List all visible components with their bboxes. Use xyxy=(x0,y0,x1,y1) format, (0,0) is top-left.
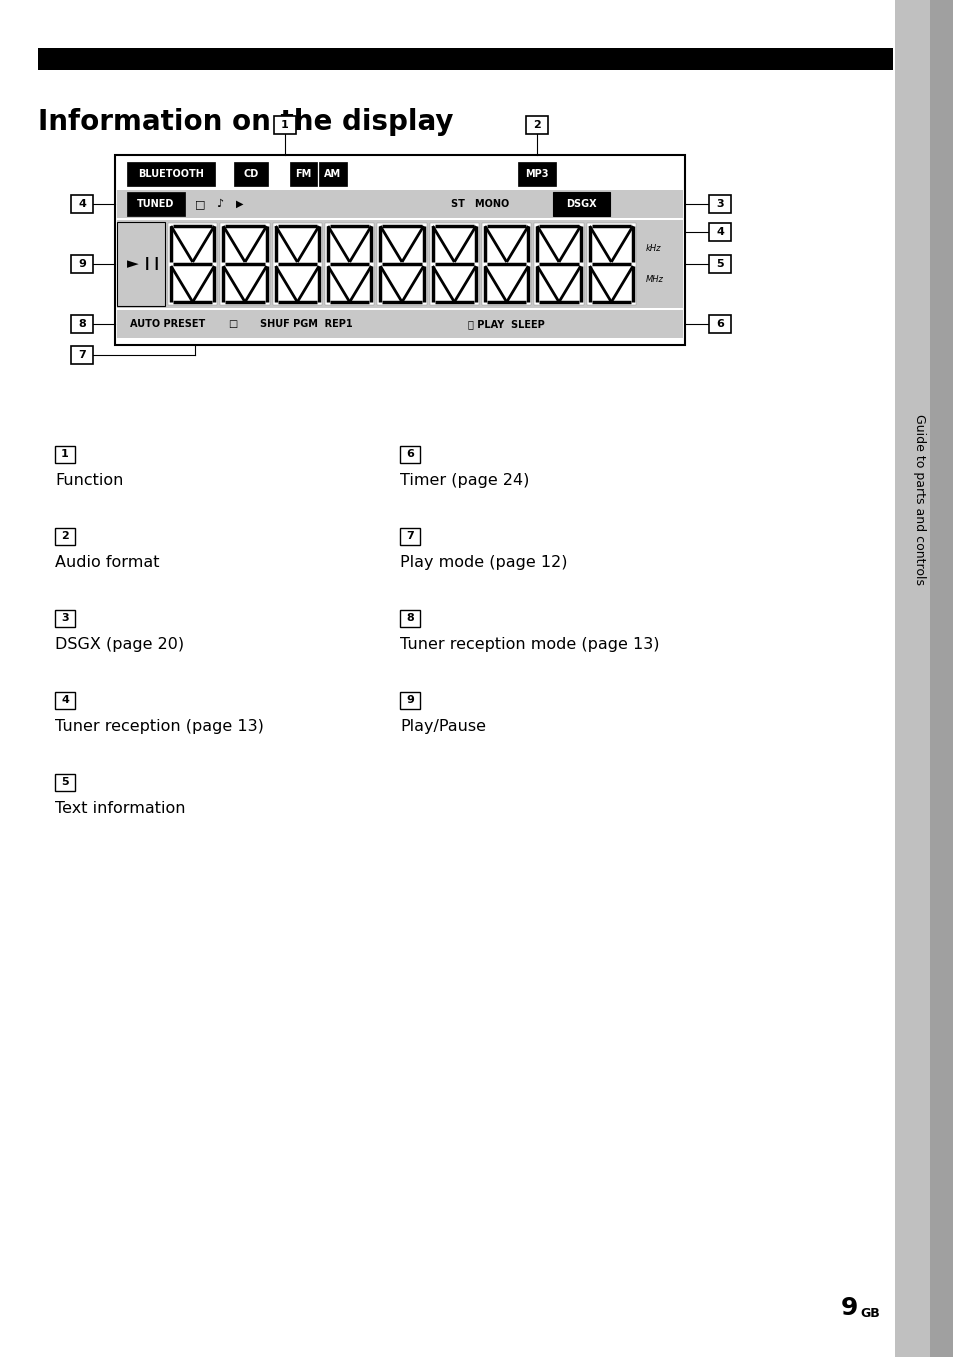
Text: CD: CD xyxy=(243,170,258,179)
Text: □: □ xyxy=(228,319,237,328)
Text: ❙❙: ❙❙ xyxy=(141,258,162,270)
Text: kHz: kHz xyxy=(645,244,660,252)
Text: 6: 6 xyxy=(716,319,723,328)
Text: DSGX (page 20): DSGX (page 20) xyxy=(55,636,184,651)
Bar xyxy=(929,0,953,1357)
Bar xyxy=(168,223,217,305)
Text: ⭘ PLAY  SLEEP: ⭘ PLAY SLEEP xyxy=(468,319,544,328)
Bar xyxy=(377,223,426,305)
Bar xyxy=(117,223,165,305)
Text: GB: GB xyxy=(859,1307,879,1320)
Text: □: □ xyxy=(194,199,205,209)
Text: Guide to parts and controls: Guide to parts and controls xyxy=(913,414,925,585)
Text: Play mode (page 12): Play mode (page 12) xyxy=(399,555,567,570)
Bar xyxy=(525,115,547,134)
Text: Play/Pause: Play/Pause xyxy=(399,719,485,734)
Text: MP3: MP3 xyxy=(525,170,548,179)
Text: Tuner reception (page 13): Tuner reception (page 13) xyxy=(55,719,264,734)
Bar xyxy=(399,445,419,463)
Bar xyxy=(553,191,609,216)
Bar xyxy=(71,315,92,332)
Text: ▶: ▶ xyxy=(236,199,244,209)
Bar xyxy=(708,315,730,332)
Text: 2: 2 xyxy=(533,119,540,130)
Text: 4: 4 xyxy=(61,695,69,706)
Bar xyxy=(55,773,75,791)
Text: 8: 8 xyxy=(406,613,414,623)
Bar xyxy=(894,0,953,1357)
Text: Function: Function xyxy=(55,474,123,489)
Text: FM: FM xyxy=(295,170,312,179)
Bar xyxy=(55,692,75,708)
Bar xyxy=(517,161,556,186)
Bar xyxy=(274,115,295,134)
Bar xyxy=(127,161,214,186)
Text: 1: 1 xyxy=(61,449,69,459)
Text: 9: 9 xyxy=(840,1296,857,1320)
Text: AUTO PRESET: AUTO PRESET xyxy=(130,319,205,328)
Bar xyxy=(233,161,268,186)
Text: 4: 4 xyxy=(78,199,86,209)
Bar xyxy=(273,223,322,305)
Bar xyxy=(55,528,75,544)
Text: AM: AM xyxy=(324,170,341,179)
Text: 7: 7 xyxy=(406,531,414,541)
Bar xyxy=(708,195,730,213)
Bar xyxy=(38,47,892,71)
Text: 9: 9 xyxy=(406,695,414,706)
Bar xyxy=(55,445,75,463)
Bar xyxy=(71,255,92,273)
Text: ►: ► xyxy=(127,256,139,271)
Bar xyxy=(220,223,270,305)
Bar xyxy=(71,195,92,213)
Text: Tuner reception mode (page 13): Tuner reception mode (page 13) xyxy=(399,636,659,651)
Bar xyxy=(290,161,316,186)
Text: 2: 2 xyxy=(61,531,69,541)
Bar xyxy=(55,609,75,627)
Text: 8: 8 xyxy=(78,319,86,328)
Bar xyxy=(399,528,419,544)
Text: Timer (page 24): Timer (page 24) xyxy=(399,474,529,489)
Text: MHz: MHz xyxy=(645,275,663,285)
Bar xyxy=(318,161,347,186)
Text: BLUETOOTH: BLUETOOTH xyxy=(138,170,204,179)
Bar xyxy=(127,191,185,216)
Bar xyxy=(71,346,92,364)
Text: TUNED: TUNED xyxy=(137,199,174,209)
Bar xyxy=(586,223,636,305)
Text: 5: 5 xyxy=(716,259,723,269)
Bar xyxy=(399,692,419,708)
Text: ST   MONO: ST MONO xyxy=(451,199,509,209)
Bar xyxy=(399,609,419,627)
Text: 1: 1 xyxy=(281,119,289,130)
Text: 3: 3 xyxy=(61,613,69,623)
Text: Text information: Text information xyxy=(55,801,185,816)
Bar xyxy=(117,190,682,218)
Text: 6: 6 xyxy=(406,449,414,459)
Bar xyxy=(117,220,682,308)
Bar xyxy=(708,223,730,242)
Text: 9: 9 xyxy=(78,259,86,269)
Bar xyxy=(325,223,374,305)
Text: Audio format: Audio format xyxy=(55,555,159,570)
Text: 5: 5 xyxy=(61,778,69,787)
Bar xyxy=(117,309,682,338)
Text: DSGX: DSGX xyxy=(565,199,597,209)
Bar xyxy=(534,223,583,305)
Bar xyxy=(115,155,684,345)
Bar xyxy=(429,223,478,305)
Text: ♪: ♪ xyxy=(216,199,223,209)
Text: 4: 4 xyxy=(716,227,723,237)
Text: 3: 3 xyxy=(716,199,723,209)
Text: SHUF PGM  REP1: SHUF PGM REP1 xyxy=(260,319,353,328)
Text: Information on the display: Information on the display xyxy=(38,109,453,136)
Text: 7: 7 xyxy=(78,350,86,360)
Bar xyxy=(481,223,531,305)
Bar xyxy=(708,255,730,273)
